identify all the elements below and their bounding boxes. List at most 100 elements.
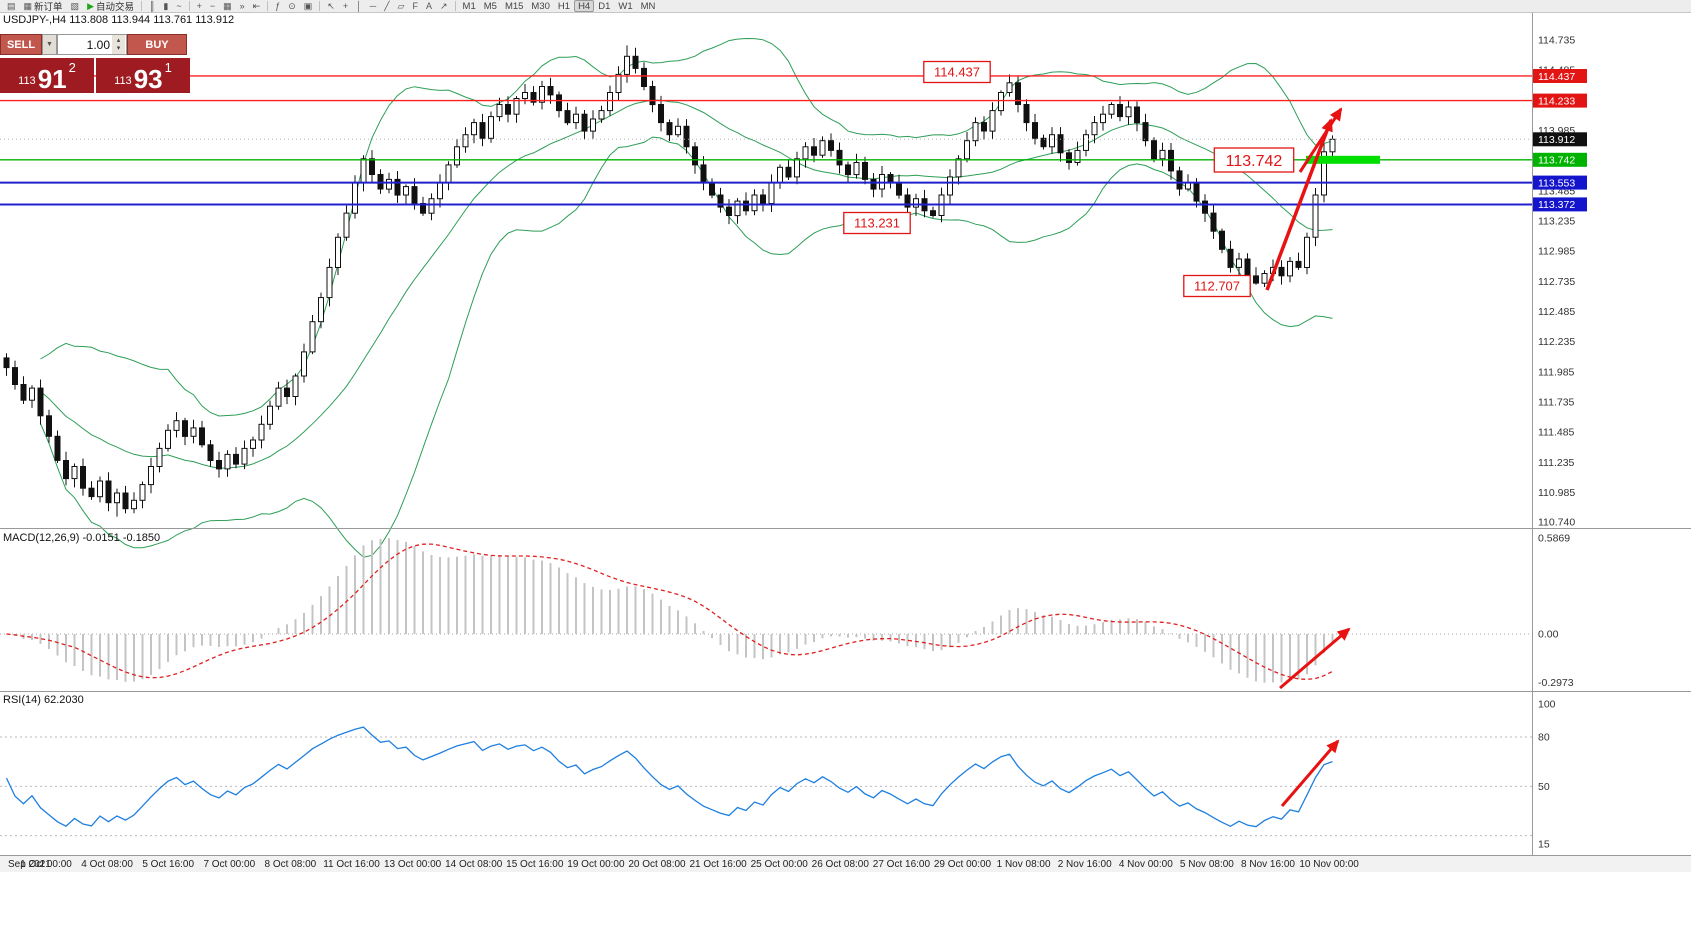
annotation-113.742[interactable]: 113.742 (1213, 147, 1295, 173)
price-axis-label: 112.235 (1538, 336, 1575, 348)
hline-button[interactable]: ─ (366, 0, 380, 12)
time-axis-label: 26 Oct 08:00 (812, 859, 870, 870)
svg-text:114.233: 114.233 (1538, 95, 1575, 107)
spinner-down-icon: ▾ (116, 44, 121, 52)
macd-signal-line (6, 543, 1333, 681)
time-axis-label: 27 Oct 16:00 (873, 859, 931, 870)
vline-button[interactable]: │ (352, 0, 366, 12)
buy-price-tile[interactable]: 113 93 1 (96, 58, 190, 93)
price-axis-label: 111.485 (1538, 427, 1575, 439)
time-axis-label: 4 Nov 00:00 (1119, 859, 1173, 870)
annotation-112.707[interactable]: 112.707 (1183, 274, 1251, 298)
sell-price-big: 91 (37, 63, 67, 94)
time-axis-label: 13 Oct 00:00 (384, 859, 442, 870)
chart-ohlc-title: USDJPY-,H4 113.808 113.944 113.761 113.9… (3, 14, 235, 26)
periods-button[interactable]: ⊙ (284, 0, 300, 12)
trend-arrow-macd[interactable] (1279, 627, 1351, 690)
time-axis-label: 11 Oct 16:00 (323, 859, 380, 870)
channel-button[interactable]: ▱ (394, 0, 409, 12)
time-axis-label: 2 Nov 16:00 (1058, 859, 1112, 870)
volume-dropdown-button[interactable]: ▼ (42, 34, 57, 55)
fibonacci-icon: F (412, 0, 418, 11)
autotrade-button-label: 自动交易 (95, 2, 134, 13)
volume-spinner[interactable]: ▴ ▾ (112, 35, 125, 54)
vertical-line-icon: │ (356, 0, 362, 11)
timeframe-w1[interactable]: W1 (618, 0, 633, 12)
svg-text:113.912: 113.912 (1538, 134, 1575, 146)
chart-shift-button[interactable]: ⇤ (249, 0, 265, 12)
price-axis-label: 113.235 (1538, 216, 1575, 228)
highlight-segment[interactable] (1306, 155, 1380, 164)
time-axis-label: 25 Oct 00:00 (751, 859, 809, 870)
timeframe-m30[interactable]: M30 (531, 0, 550, 12)
chart-window-icon: ▤ (7, 0, 16, 11)
trendline-button[interactable]: ╱ (380, 0, 393, 12)
chart-window-button[interactable]: ▤ (3, 0, 20, 12)
chart-shift-icon: ⇤ (252, 0, 261, 11)
sell-price-tile[interactable]: 113 91 2 (0, 58, 94, 93)
periods-icon: ⊙ (288, 0, 296, 11)
time-axis-label: Sep 2021 (8, 859, 51, 870)
trend-arrow-main[interactable] (1265, 118, 1333, 291)
zoom-in-icon: + (196, 0, 202, 11)
one-click-trading-panel: SELL ▼ 1.00 ▴ ▾ BUY 113 91 2 113 93 1 (0, 34, 190, 93)
buy-price-small: 113 (114, 75, 132, 87)
annotation-113.231[interactable]: 113.231 (843, 211, 911, 235)
zoom-out-button[interactable]: − (206, 0, 219, 12)
time-axis-label: 15 Oct 16:00 (506, 859, 564, 870)
templates-button[interactable]: ▣ (300, 0, 317, 12)
arrows-button[interactable]: ↗ (436, 0, 452, 12)
buy-button[interactable]: BUY (127, 34, 187, 55)
time-axis-label: 19 Oct 00:00 (567, 859, 625, 870)
indicators-button[interactable]: ƒ (271, 0, 284, 12)
bollinger-upper (40, 37, 1333, 417)
auto-scroll-icon: » (239, 0, 245, 11)
rsi-axis-label: 15 (1538, 838, 1550, 850)
timeframe-h4[interactable]: H4 (574, 0, 595, 12)
volume-input[interactable]: 1.00 ▴ ▾ (57, 34, 127, 55)
autotrade-button[interactable]: ▶ 自动交易 (83, 0, 138, 13)
line-chart-button[interactable]: ~ (172, 0, 185, 12)
timeframe-m1[interactable]: M1 (462, 0, 476, 12)
bollinger-lower (40, 136, 1333, 558)
candlestick-button[interactable]: ▮ (159, 0, 172, 12)
toolbar-separator (188, 1, 190, 11)
sell-button[interactable]: SELL (0, 34, 42, 55)
trend-arrow-rsi[interactable] (1280, 739, 1340, 807)
price-axis-label: 112.485 (1538, 306, 1575, 318)
bar-chart-button[interactable]: ║ (145, 0, 159, 12)
timeframe-d1[interactable]: D1 (598, 0, 611, 12)
time-axis-label: 1 Nov 08:00 (997, 859, 1051, 870)
sell-price-small: 113 (18, 75, 36, 87)
svg-text:113.231: 113.231 (854, 216, 900, 231)
price-tag-113.912: 113.912 (1533, 132, 1587, 147)
bar-chart-icon: ║ (149, 0, 156, 11)
arrows-icon: ↗ (439, 0, 448, 11)
spinner-up-icon: ▴ (116, 36, 121, 44)
toolbar-separator (141, 1, 142, 11)
auto-scroll-button[interactable]: » (236, 0, 249, 12)
macd-axis-label: 0.5869 (1538, 533, 1570, 545)
trend-arrow-main[interactable] (1298, 107, 1343, 173)
text-button[interactable]: A (422, 0, 436, 12)
rsi-line (5, 726, 1333, 828)
timeframe-m5[interactable]: M5 (483, 0, 497, 12)
profiles-button[interactable]: ▧ (67, 0, 84, 12)
tile-windows-button[interactable]: ▦ (219, 0, 236, 12)
annotation-114.437[interactable]: 114.437 (923, 60, 991, 84)
cursor-button[interactable]: ↖ (323, 0, 339, 12)
chevron-down-icon: ▼ (46, 41, 53, 48)
toolbar-separator (267, 1, 269, 11)
chart-canvas[interactable]: 114.735114.485113.985113.485113.235112.9… (0, 13, 1691, 934)
crosshair-button[interactable]: + (339, 0, 352, 12)
time-axis-label: 8 Oct 08:00 (265, 859, 317, 870)
fibo-button[interactable]: F (408, 0, 422, 12)
timeframe-h1[interactable]: H1 (557, 0, 571, 12)
time-axis-strip (0, 856, 1691, 872)
timeframe-mn[interactable]: MN (640, 0, 656, 12)
timeframe-m15[interactable]: M15 (504, 0, 524, 12)
svg-text:114.437: 114.437 (1538, 71, 1575, 83)
new-order-button[interactable]: ▦ 新订单 (20, 0, 67, 13)
zoom-in-button[interactable]: + (193, 0, 206, 12)
macd-histogram (14, 538, 1334, 683)
